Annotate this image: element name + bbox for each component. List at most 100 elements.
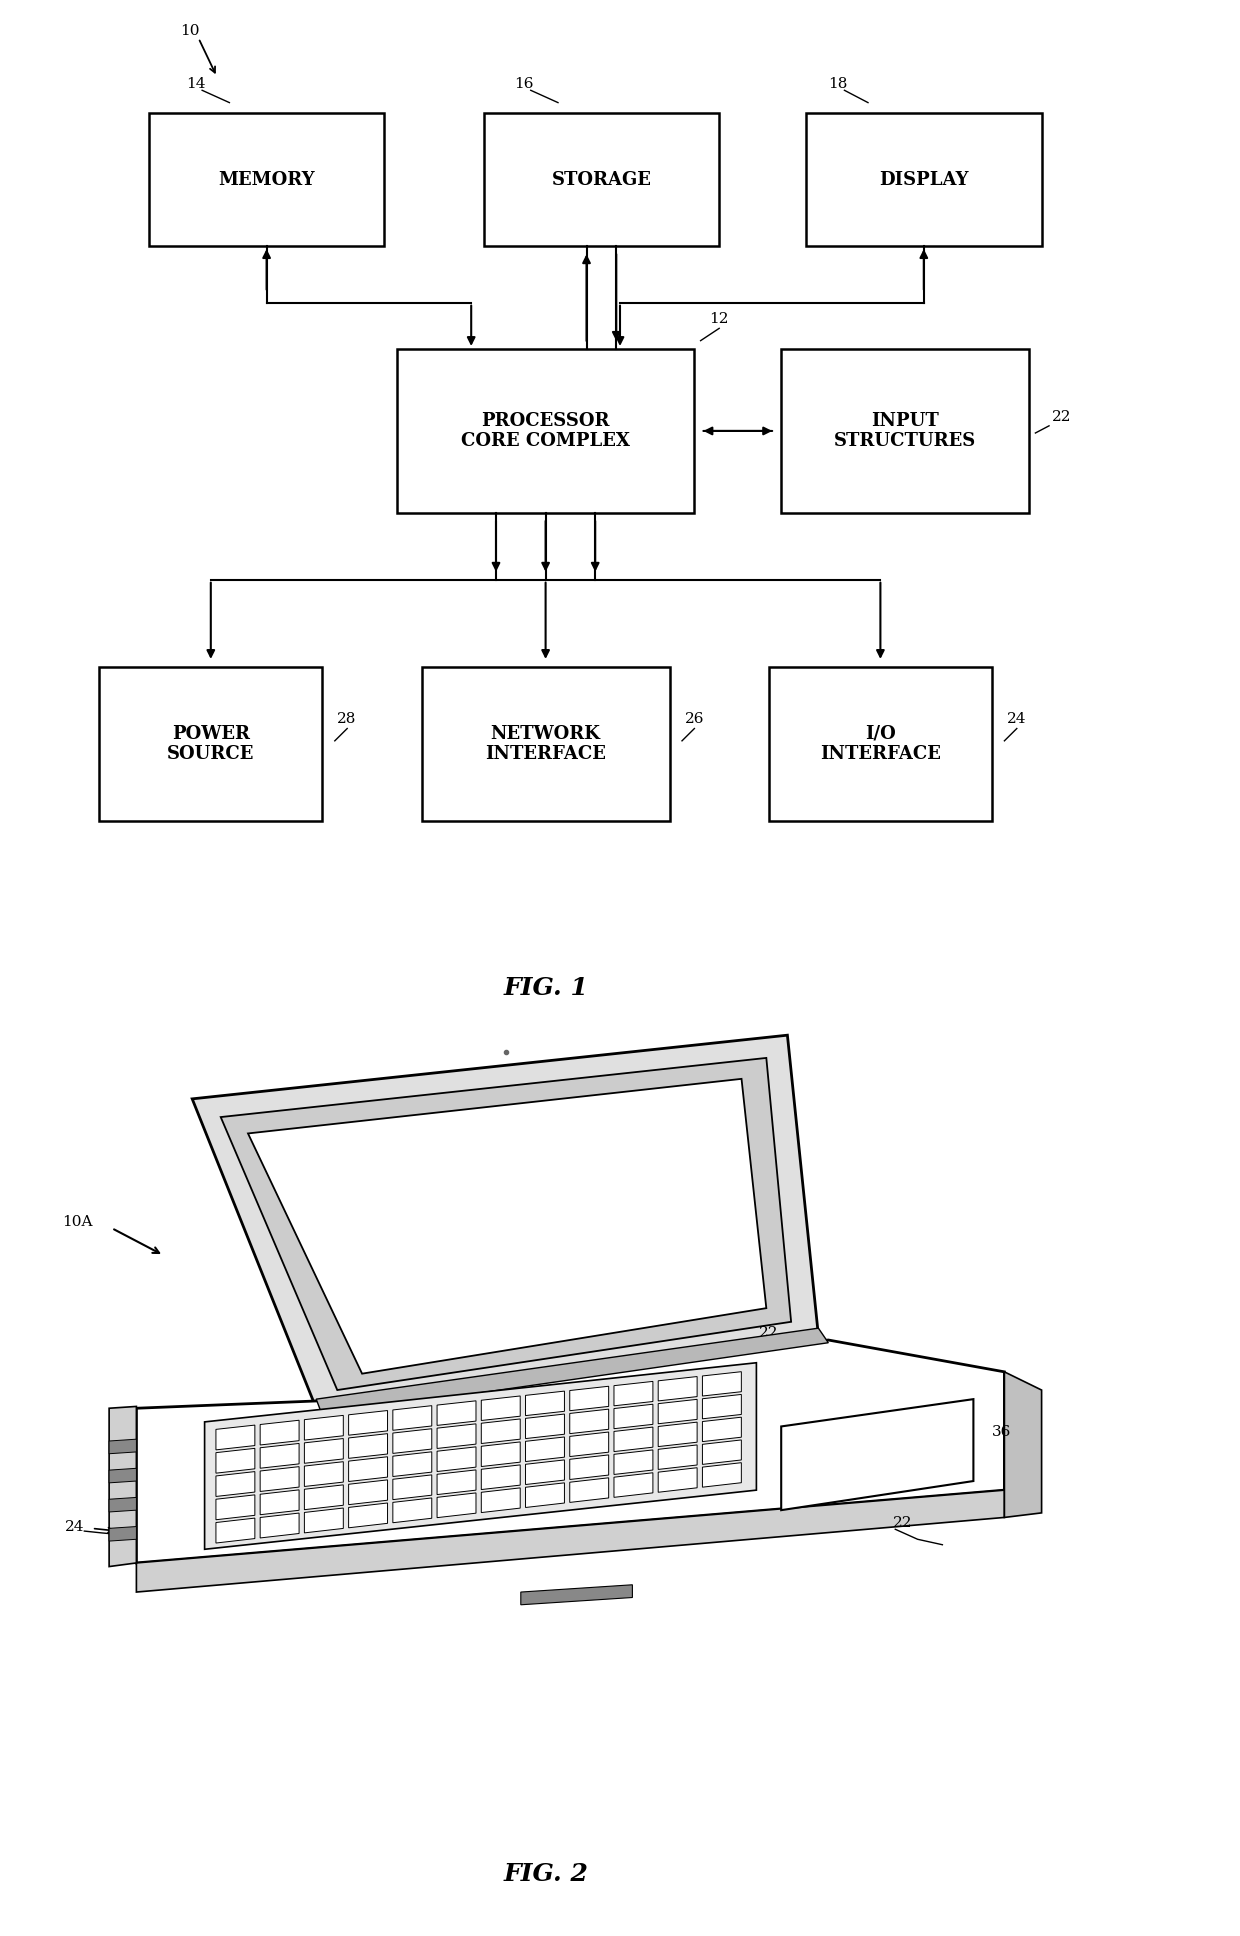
Bar	[149, 112, 384, 246]
Text: MEMORY: MEMORY	[218, 170, 315, 188]
Polygon shape	[348, 1479, 388, 1504]
Polygon shape	[109, 1526, 136, 1541]
Polygon shape	[260, 1514, 299, 1537]
Text: 18: 18	[828, 77, 848, 91]
Polygon shape	[205, 1363, 756, 1549]
Text: 28: 28	[337, 712, 357, 726]
Polygon shape	[216, 1448, 255, 1473]
Polygon shape	[702, 1373, 742, 1396]
Polygon shape	[481, 1419, 521, 1444]
Polygon shape	[481, 1396, 521, 1421]
Text: PROCESSOR
CORE COMPLEX: PROCESSOR CORE COMPLEX	[461, 412, 630, 451]
Text: STORAGE: STORAGE	[552, 170, 651, 188]
Polygon shape	[658, 1444, 697, 1469]
Polygon shape	[614, 1382, 653, 1406]
Polygon shape	[109, 1467, 136, 1483]
Polygon shape	[569, 1409, 609, 1435]
Polygon shape	[436, 1423, 476, 1448]
Text: I/O
INTERFACE: I/O INTERFACE	[820, 724, 941, 763]
Polygon shape	[260, 1444, 299, 1467]
Text: INPUT
STRUCTURES: INPUT STRUCTURES	[835, 412, 976, 451]
Polygon shape	[109, 1406, 136, 1566]
Polygon shape	[136, 1491, 1004, 1591]
Text: 26: 26	[684, 712, 704, 726]
Polygon shape	[702, 1440, 742, 1464]
Polygon shape	[393, 1406, 432, 1431]
Text: 22: 22	[1052, 410, 1071, 424]
Bar	[781, 348, 1029, 513]
Bar	[99, 666, 322, 821]
Polygon shape	[393, 1498, 432, 1524]
Polygon shape	[781, 1400, 973, 1510]
Polygon shape	[248, 1078, 766, 1375]
Polygon shape	[348, 1435, 388, 1458]
Polygon shape	[569, 1456, 609, 1479]
Text: 16: 16	[515, 77, 534, 91]
Polygon shape	[216, 1495, 255, 1520]
Polygon shape	[316, 1328, 828, 1415]
Polygon shape	[569, 1477, 609, 1502]
Polygon shape	[526, 1392, 564, 1415]
Text: 14: 14	[186, 77, 206, 91]
Polygon shape	[526, 1483, 564, 1508]
Polygon shape	[304, 1438, 343, 1464]
Polygon shape	[109, 1438, 136, 1454]
Polygon shape	[304, 1485, 343, 1510]
Polygon shape	[702, 1417, 742, 1442]
Polygon shape	[436, 1469, 476, 1495]
Polygon shape	[658, 1400, 697, 1423]
Text: 10A: 10A	[62, 1216, 93, 1229]
Text: 22: 22	[893, 1516, 913, 1529]
Text: FIG. 1: FIG. 1	[503, 976, 588, 1001]
Text: POWER
SOURCE: POWER SOURCE	[167, 724, 254, 763]
Polygon shape	[192, 1036, 818, 1407]
Polygon shape	[348, 1456, 388, 1481]
Polygon shape	[658, 1467, 697, 1493]
Text: DISPLAY: DISPLAY	[879, 170, 968, 188]
Polygon shape	[614, 1427, 653, 1452]
Polygon shape	[481, 1466, 521, 1489]
Polygon shape	[614, 1473, 653, 1497]
Text: FIG. 2: FIG. 2	[503, 1862, 588, 1886]
Polygon shape	[702, 1464, 742, 1487]
Text: 12: 12	[709, 312, 729, 325]
Polygon shape	[109, 1497, 136, 1512]
Polygon shape	[393, 1452, 432, 1477]
Polygon shape	[436, 1446, 476, 1471]
Polygon shape	[702, 1394, 742, 1419]
Polygon shape	[658, 1423, 697, 1446]
Polygon shape	[614, 1404, 653, 1429]
Polygon shape	[348, 1411, 388, 1435]
Polygon shape	[260, 1467, 299, 1491]
Polygon shape	[260, 1491, 299, 1514]
Text: 22: 22	[759, 1326, 779, 1340]
Polygon shape	[304, 1508, 343, 1533]
Polygon shape	[216, 1471, 255, 1497]
Polygon shape	[393, 1475, 432, 1500]
Bar	[397, 348, 694, 513]
Bar	[806, 112, 1042, 246]
Bar	[422, 666, 670, 821]
Text: 36: 36	[992, 1425, 1012, 1438]
Polygon shape	[216, 1518, 255, 1543]
Polygon shape	[136, 1340, 1004, 1562]
Polygon shape	[348, 1502, 388, 1528]
Polygon shape	[221, 1057, 791, 1390]
Polygon shape	[216, 1425, 255, 1450]
Text: 10: 10	[180, 23, 200, 39]
Text: 18: 18	[655, 1125, 675, 1138]
Polygon shape	[526, 1413, 564, 1438]
Text: 24: 24	[64, 1520, 84, 1533]
Bar	[769, 666, 992, 821]
Polygon shape	[393, 1429, 432, 1454]
Polygon shape	[481, 1489, 521, 1512]
Polygon shape	[436, 1402, 476, 1425]
Bar	[484, 112, 719, 246]
Polygon shape	[569, 1433, 609, 1456]
Polygon shape	[304, 1415, 343, 1440]
Polygon shape	[614, 1450, 653, 1475]
Text: NETWORK
INTERFACE: NETWORK INTERFACE	[485, 724, 606, 763]
Polygon shape	[526, 1437, 564, 1462]
Polygon shape	[1004, 1373, 1042, 1518]
Text: 24: 24	[1007, 712, 1027, 726]
